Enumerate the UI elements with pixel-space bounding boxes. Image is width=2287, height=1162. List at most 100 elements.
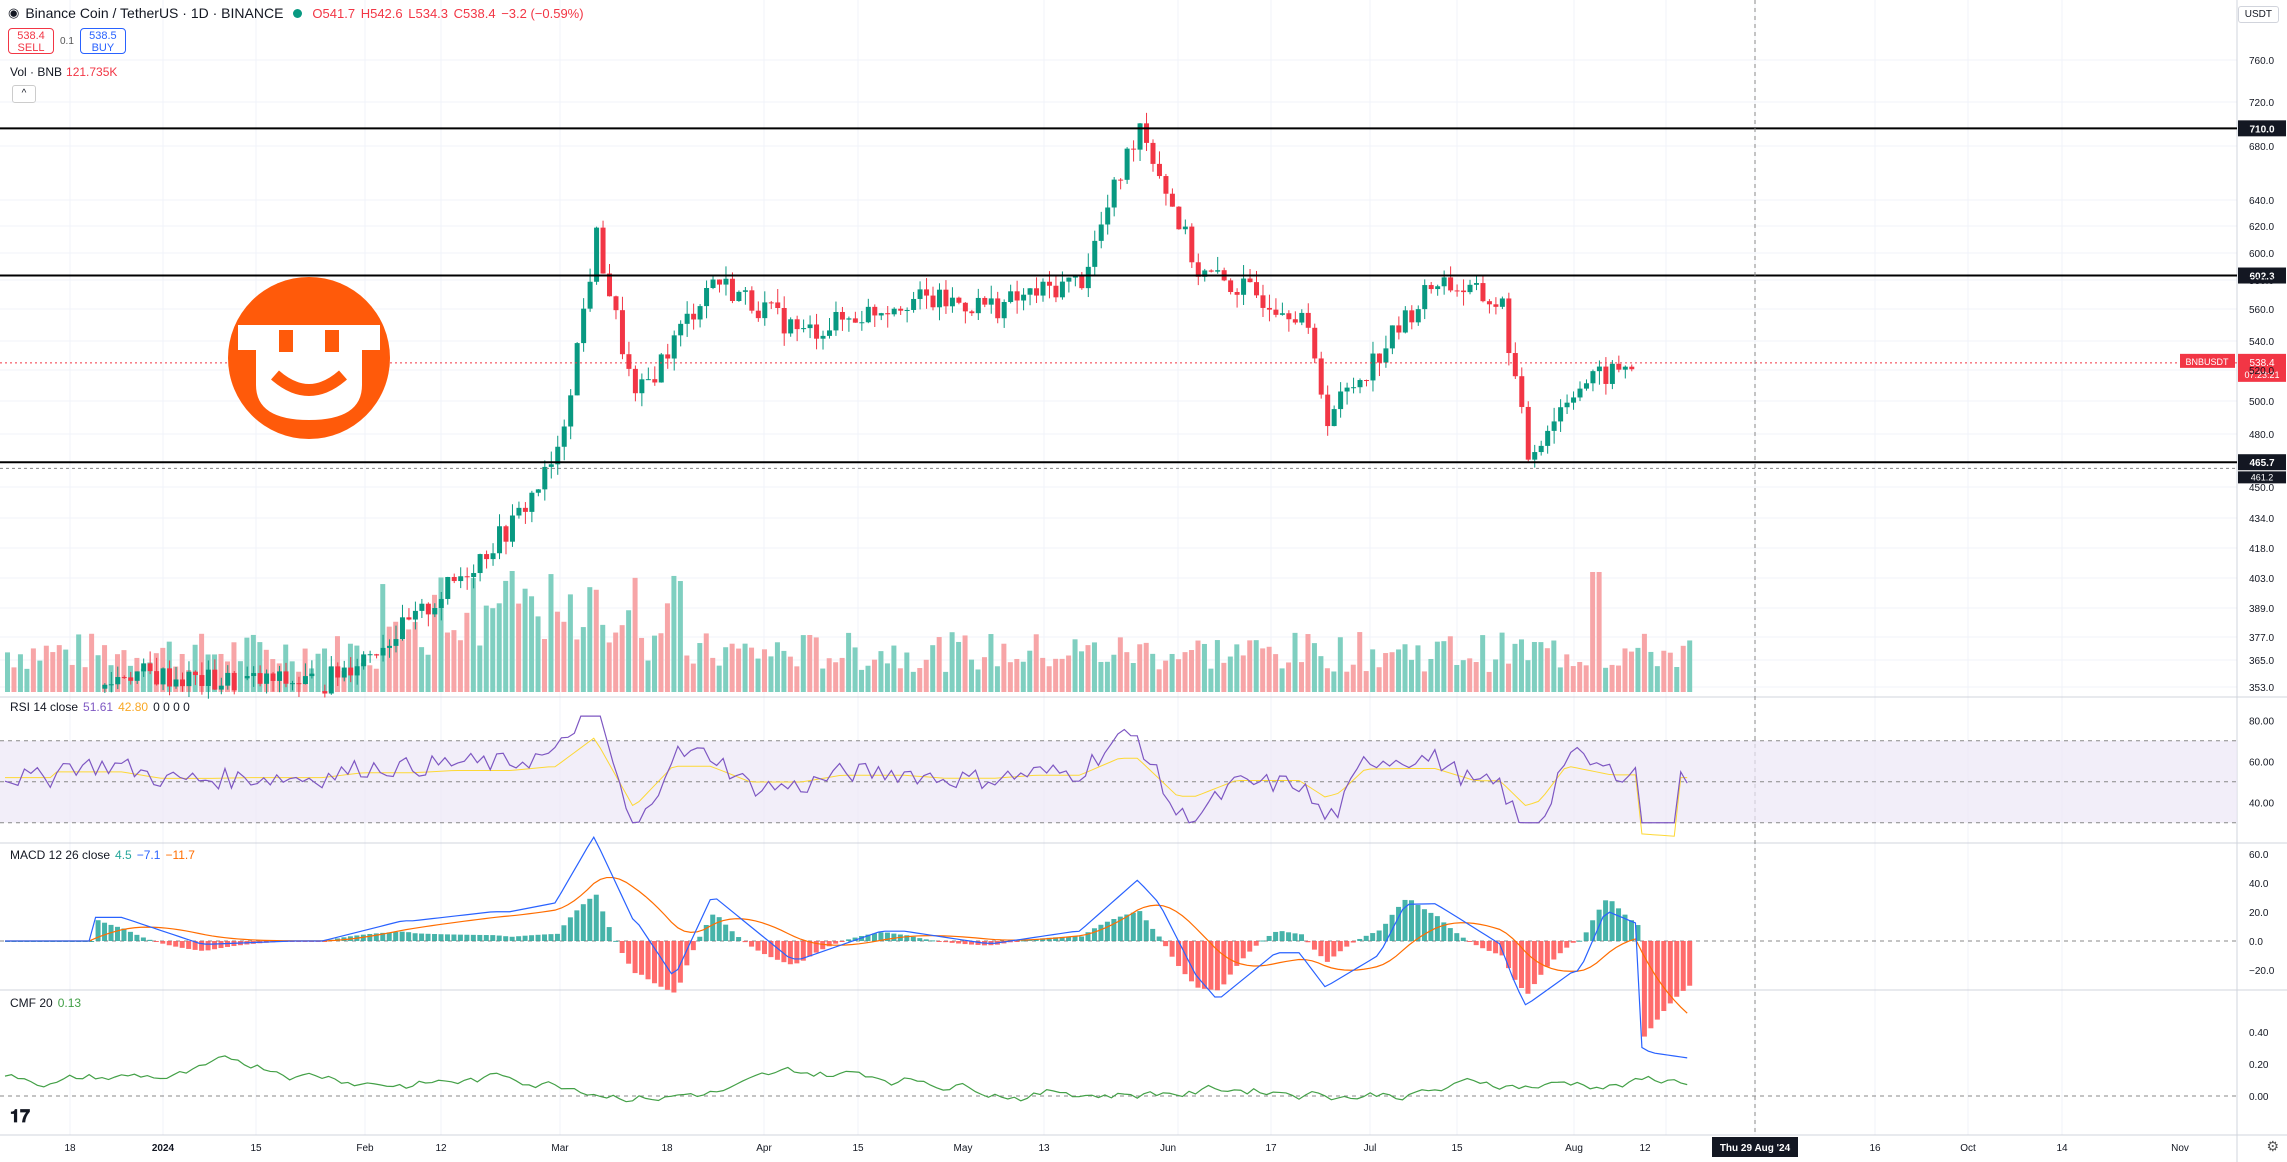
candle-body: [1545, 430, 1551, 446]
level-label: 602.3: [2249, 272, 2274, 283]
candle-body: [1525, 406, 1531, 460]
volume-bar: [923, 659, 929, 692]
candle-body: [665, 354, 671, 359]
volume-bar: [522, 588, 528, 692]
macd-hist-bar: [923, 939, 929, 941]
macd-hist-bar: [1176, 941, 1182, 966]
macd-hist-bar: [432, 934, 438, 941]
candle-body: [425, 603, 431, 615]
candle-body: [205, 669, 211, 686]
candle-body: [587, 281, 593, 309]
candle-body: [1059, 281, 1065, 298]
volume-bar: [1480, 635, 1486, 692]
volume-bar: [1447, 636, 1453, 692]
time-tick-label: 16: [1869, 1143, 1881, 1154]
volume-bar: [554, 611, 560, 692]
volume-bar: [490, 608, 496, 692]
candle-body: [1046, 281, 1052, 286]
candle-body: [1389, 325, 1395, 349]
macd-hist-bar: [736, 937, 742, 941]
candle-body: [445, 576, 451, 599]
candle-body: [406, 617, 412, 620]
candle-body: [1215, 270, 1221, 272]
candle-body: [542, 466, 548, 490]
volume-bar: [218, 653, 224, 692]
candle-body: [710, 279, 716, 289]
volume-value: 121.735K: [66, 65, 118, 79]
candle-body: [212, 669, 218, 690]
macd-hist-bar: [490, 935, 496, 941]
macd-hist-bar: [1441, 922, 1447, 941]
candle-body: [762, 302, 768, 319]
macd-line: [5, 835, 1688, 1059]
candle-body: [775, 302, 781, 308]
candle-body: [509, 515, 515, 542]
candle-body: [962, 302, 968, 312]
macd-hist-bar: [1557, 941, 1563, 954]
macd-hist-bar: [1680, 941, 1686, 991]
macd-hist-bar: [833, 941, 839, 944]
candle-body: [458, 576, 464, 582]
volume-bar: [464, 612, 470, 692]
volume-bar: [496, 603, 502, 692]
volume-bar: [1085, 645, 1091, 692]
rsi-ma-value: 42.80: [118, 700, 149, 714]
volume-bar: [11, 667, 17, 692]
candle-body: [1286, 313, 1292, 320]
macd-hist-bar: [567, 917, 573, 941]
price-tick-label: 600.0: [2249, 249, 2274, 260]
candle-body: [982, 297, 988, 305]
candle-body: [1448, 277, 1454, 291]
macd-hist-bar: [1130, 912, 1136, 941]
volume-bar: [1001, 643, 1007, 692]
candle-body: [522, 507, 528, 512]
macd-hist-bar: [820, 941, 826, 950]
candle-body: [1305, 312, 1311, 328]
candle-body: [322, 691, 328, 694]
candle-body: [1558, 407, 1564, 422]
macd-hist-bar: [464, 934, 470, 941]
time-tick-label: Mar: [551, 1143, 569, 1154]
volume-bar: [949, 632, 955, 692]
close-value: C538.4: [453, 5, 496, 21]
candle-body: [419, 603, 425, 611]
macd-hist-bar: [639, 941, 645, 975]
candle-body: [115, 677, 121, 685]
volume-bar: [833, 662, 839, 692]
currency-selector[interactable]: USDT: [2237, 6, 2279, 23]
candle-body: [717, 279, 722, 285]
symbol-title[interactable]: Binance Coin / TetherUS · 1D · BINANCE: [25, 5, 284, 21]
candle-body: [645, 379, 651, 381]
rsi-band: [0, 740, 2237, 823]
macd-hist-bar: [393, 932, 399, 941]
volume-bar: [1143, 642, 1149, 692]
volume-bar: [341, 671, 347, 692]
collapse-legend-button[interactable]: ^: [12, 85, 36, 103]
rsi-legend[interactable]: RSI 14 close 51.61 42.80 0 0 0 0: [10, 700, 195, 714]
macd-hist-bar: [89, 941, 95, 942]
candle-body: [380, 647, 386, 656]
cmf-legend[interactable]: CMF 20 0.13: [10, 996, 86, 1010]
macd-hist-bar: [1007, 941, 1013, 943]
macd-hist-bar: [1117, 916, 1123, 941]
volume-legend[interactable]: Vol · BNB 121.735K: [10, 65, 117, 79]
candle-body: [794, 319, 800, 330]
macd-hist-bar: [826, 941, 832, 947]
volume-bar: [1421, 671, 1427, 692]
volume-bar: [69, 664, 75, 692]
macd-hist-bar: [1525, 941, 1531, 994]
volume-bar: [1460, 660, 1466, 692]
sell-button[interactable]: 538.4 SELL: [8, 28, 54, 54]
macd-tick-label: −20.0: [2249, 966, 2275, 977]
candle-body: [1034, 288, 1040, 296]
macd-hist-bar: [121, 928, 127, 941]
macd-hist-bar: [658, 941, 664, 987]
candle-body: [911, 298, 917, 310]
macd-legend[interactable]: MACD 12 26 close 4.5 −7.1 −11.7: [10, 848, 200, 862]
buy-button[interactable]: 538.5 BUY: [79, 28, 126, 54]
time-tick-label: 17: [1265, 1143, 1277, 1154]
candle-body: [988, 298, 994, 305]
volume-bar: [399, 639, 405, 692]
gear-icon[interactable]: ⚙: [2266, 1138, 2279, 1154]
